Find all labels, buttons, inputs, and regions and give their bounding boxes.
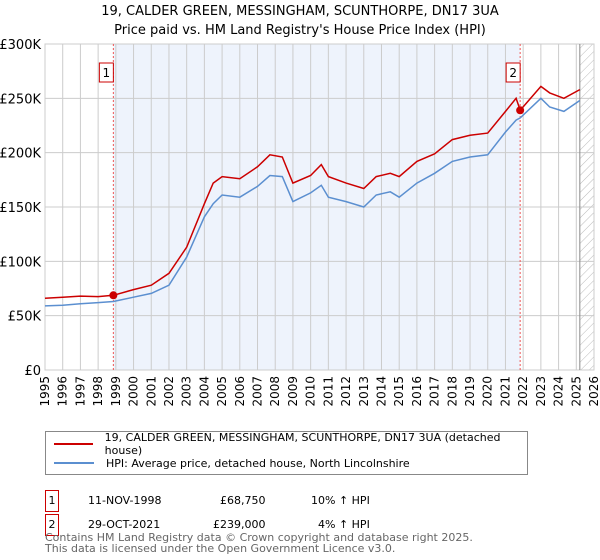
x-tick-label: 2010: [304, 376, 318, 407]
x-tick-label: 2003: [180, 376, 194, 407]
plot-frame: [44, 43, 595, 371]
sale-marker-box: 1: [45, 490, 59, 512]
x-tick-label: 1997: [73, 376, 87, 407]
y-tick-label: £150K: [0, 201, 41, 216]
sale-point: [516, 106, 525, 115]
footer-line-1: Contains HM Land Registry data © Crown c…: [45, 531, 473, 544]
title-line-1: 19, CALDER GREEN, MESSINGHAM, SCUNTHORPE…: [101, 4, 499, 19]
x-tick-label: 2021: [498, 376, 512, 407]
x-tick-label: 2026: [587, 376, 600, 407]
x-tick-label: 2007: [251, 376, 265, 407]
y-tick-label: £200K: [0, 147, 41, 162]
x-tick-label: 2011: [321, 376, 335, 407]
annotation-box: [98, 62, 114, 83]
sale-hpi: 10% ↑ HPI: [311, 494, 370, 507]
x-tick-label: 2018: [445, 376, 459, 407]
x-tick-label: 2015: [392, 376, 406, 407]
legend-label: HPI: Average price, detached house, Nort…: [106, 456, 410, 470]
x-tick-label: 2002: [162, 376, 176, 407]
x-tick-label: 2019: [463, 376, 477, 407]
sale-price: £68,750: [220, 494, 266, 507]
price-chart: 1995 1996 1997 1998 1999 2000 2001 2002 2003 2004…: [0, 38, 600, 407]
x-tick-label: 1996: [56, 376, 70, 407]
legend: 19, CALDER GREEN, MESSINGHAM, SCUNTHORPE…: [45, 431, 528, 475]
x-tick-label: 2016: [410, 376, 424, 407]
x-tick-label: 2004: [197, 376, 211, 407]
annotation-box: [505, 62, 521, 83]
sale-date: 29-OCT-2021: [88, 518, 161, 531]
hpi-line: [44, 97, 581, 307]
y-tick-label: £300K: [0, 38, 41, 53]
sale-point: [109, 291, 118, 300]
x-tick-label: 1998: [91, 376, 105, 407]
chart-title: 19, CALDER GREEN, MESSINGHAM, SCUNTHORPE…: [0, 2, 600, 40]
x-tick-label: 1999: [109, 376, 123, 407]
property-price-line: [44, 85, 581, 300]
sale-row: 2 29-OCT-2021 £239,000 4% ↑ HPI: [45, 514, 445, 546]
sale-price: £239,000: [213, 518, 266, 531]
footer-line-2: This data is licensed under the Open Gov…: [45, 542, 396, 555]
x-tick-label: 2025: [569, 376, 583, 407]
x-tick-label: 2022: [516, 376, 530, 407]
x-tick-label: 2014: [374, 376, 388, 407]
x-tick-label: 2006: [233, 376, 247, 407]
x-tick-label: 2023: [534, 376, 548, 407]
x-tick-label: 1995: [38, 376, 52, 407]
x-tick-label: 2024: [552, 376, 566, 407]
legend-swatch-blue: [54, 462, 94, 464]
x-tick-label: 2017: [428, 376, 442, 407]
sale-hpi: 4% ↑ HPI: [318, 518, 370, 531]
y-tick-label: £50K: [8, 310, 42, 325]
x-tick-label: 2020: [481, 376, 495, 407]
legend-swatch-red: [54, 443, 93, 445]
annotation-label: 1: [103, 66, 111, 80]
legend-item-property: 19, CALDER GREEN, MESSINGHAM, SCUNTHORPE…: [54, 431, 527, 457]
sale-row: 1 11-NOV-1998 £68,750 10% ↑ HPI: [45, 490, 445, 512]
x-tick-label: 2005: [215, 376, 229, 407]
legend-label: 19, CALDER GREEN, MESSINGHAM, SCUNTHORPE…: [104, 431, 501, 457]
y-tick-label: £250K: [0, 92, 41, 107]
sale-date: 11-NOV-1998: [88, 494, 162, 507]
x-tick-label: 2009: [286, 376, 300, 407]
legend-item-hpi: HPI: Average price, detached house, Nort…: [54, 454, 410, 472]
x-tick-label: 2013: [357, 376, 371, 407]
x-tick-label: 2008: [268, 376, 282, 407]
y-tick-label: £0: [24, 364, 41, 379]
x-tick-label: 2001: [144, 376, 158, 407]
x-tick-label: 2012: [339, 376, 353, 407]
sale-marker-box: 2: [45, 514, 59, 536]
y-tick-label: £100K: [0, 255, 41, 270]
footer: Contains HM Land Registry data © Crown c…: [45, 532, 473, 554]
title-line-2: Price paid vs. HM Land Registry's House …: [114, 23, 486, 38]
annotation-label: 2: [509, 66, 517, 80]
x-tick-label: 2000: [127, 376, 141, 407]
